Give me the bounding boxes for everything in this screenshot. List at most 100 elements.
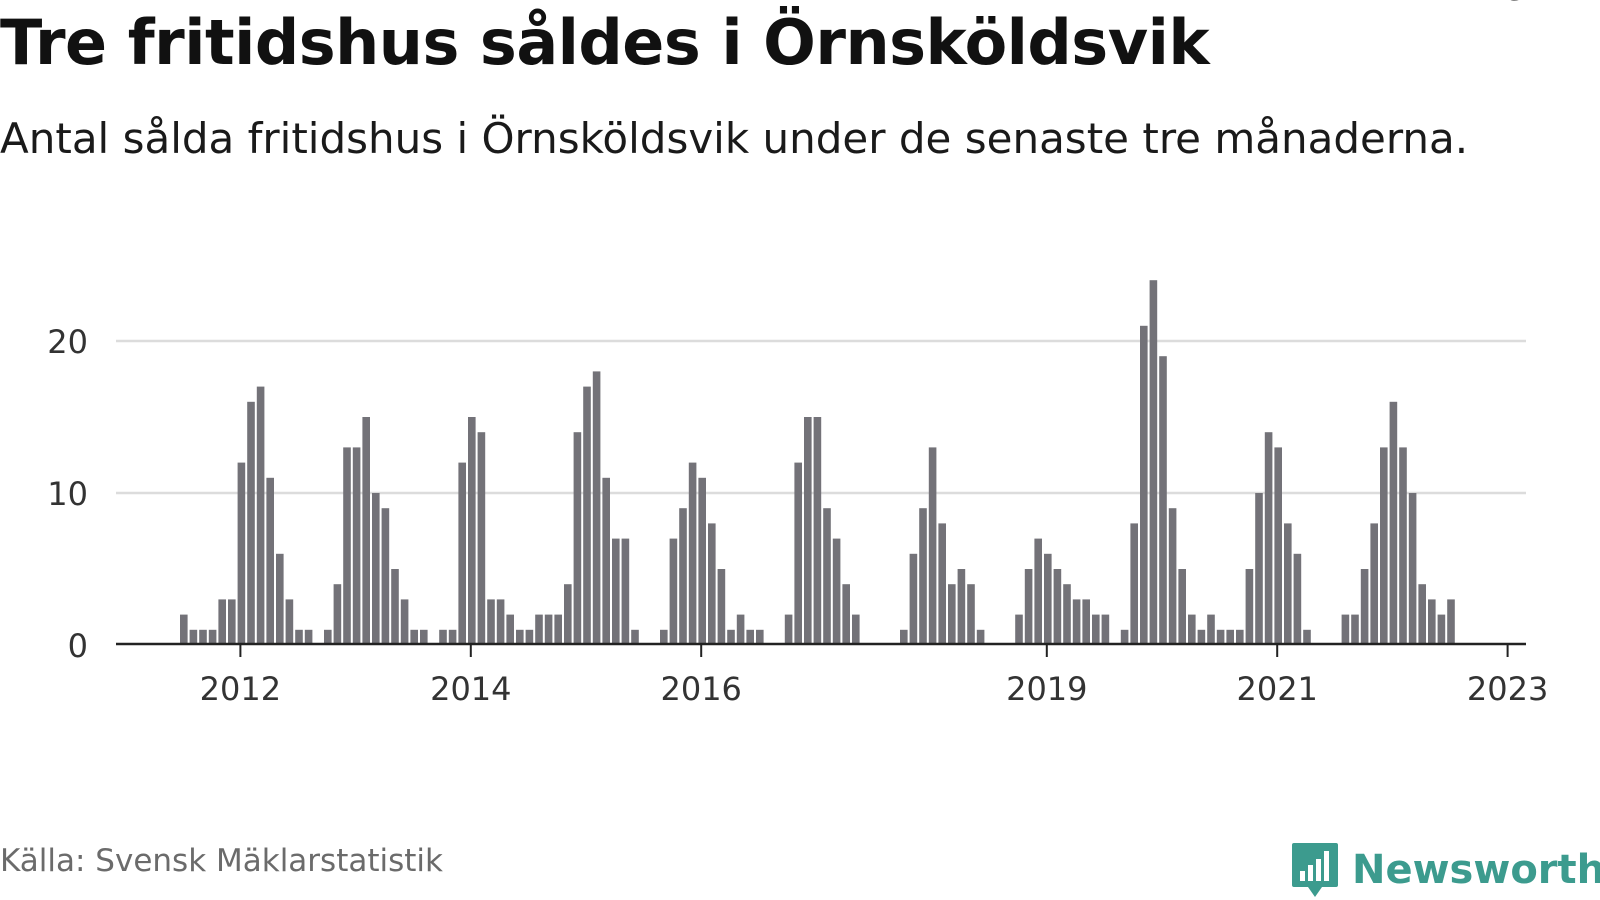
bar bbox=[1293, 553, 1302, 645]
bar bbox=[1024, 569, 1033, 645]
bar bbox=[1188, 614, 1196, 645]
bar bbox=[477, 432, 486, 645]
bar bbox=[612, 538, 620, 645]
bar bbox=[218, 599, 226, 645]
bar bbox=[1408, 493, 1417, 645]
bar bbox=[1101, 614, 1110, 645]
bar bbox=[189, 629, 198, 645]
y-tick-label: 10 bbox=[47, 475, 88, 513]
bar bbox=[736, 614, 745, 645]
bar bbox=[621, 538, 630, 645]
bar bbox=[333, 584, 342, 645]
bar bbox=[794, 462, 802, 645]
bar bbox=[669, 538, 678, 645]
bar bbox=[487, 599, 495, 645]
bar bbox=[909, 553, 918, 645]
bar bbox=[967, 584, 975, 645]
bar bbox=[391, 569, 399, 645]
bar bbox=[784, 614, 793, 645]
bar bbox=[842, 584, 850, 645]
bar bbox=[208, 629, 217, 645]
bar bbox=[1082, 599, 1090, 645]
bar bbox=[1226, 629, 1234, 645]
x-tick-label: 2023 bbox=[1467, 670, 1548, 708]
bar bbox=[266, 477, 274, 645]
bar bbox=[832, 538, 841, 645]
bar bbox=[1264, 432, 1273, 645]
bar bbox=[1072, 599, 1081, 645]
bar bbox=[976, 629, 985, 645]
bar bbox=[362, 417, 370, 645]
bar bbox=[1120, 629, 1129, 645]
bar bbox=[727, 629, 735, 645]
bar bbox=[688, 462, 697, 645]
bar bbox=[1130, 523, 1138, 645]
bar bbox=[544, 614, 553, 645]
bar bbox=[1360, 569, 1369, 645]
bar bbox=[746, 629, 754, 645]
x-tick-label: 2014 bbox=[430, 670, 511, 708]
bar bbox=[1255, 493, 1263, 645]
bar bbox=[199, 629, 207, 645]
bar bbox=[554, 614, 562, 645]
bar bbox=[573, 432, 582, 645]
bar bbox=[228, 599, 236, 645]
bar bbox=[1216, 629, 1225, 645]
bar bbox=[823, 508, 831, 645]
bar bbox=[1351, 614, 1359, 645]
bar bbox=[304, 629, 313, 645]
bar bbox=[247, 401, 255, 645]
bar bbox=[1380, 447, 1388, 645]
bar bbox=[1274, 447, 1282, 645]
bar bbox=[1015, 614, 1023, 645]
newsworthy-logo[interactable]: Newsworthy bbox=[1290, 840, 1600, 900]
bar bbox=[180, 614, 188, 645]
bar bbox=[496, 599, 505, 645]
bar bbox=[448, 629, 457, 645]
bar-chart-speech-bubble-icon bbox=[1292, 843, 1338, 897]
bar bbox=[1447, 599, 1455, 645]
bar-annotation: 3 bbox=[1505, 0, 1527, 9]
bar bbox=[660, 629, 668, 645]
x-tick-label: 2019 bbox=[1006, 670, 1087, 708]
bar bbox=[352, 447, 361, 645]
bar bbox=[1437, 614, 1446, 645]
bar bbox=[1197, 629, 1206, 645]
bar bbox=[516, 629, 524, 645]
bar bbox=[285, 599, 294, 645]
bar bbox=[276, 553, 284, 645]
bar bbox=[602, 477, 610, 645]
bar bbox=[708, 523, 716, 645]
bar bbox=[1140, 325, 1148, 645]
bar bbox=[813, 417, 822, 645]
bar bbox=[506, 614, 514, 645]
bar bbox=[535, 614, 543, 645]
bar bbox=[948, 584, 956, 645]
bar bbox=[698, 477, 706, 645]
bar bbox=[1236, 629, 1244, 645]
bar bbox=[756, 629, 764, 645]
bar bbox=[1044, 553, 1052, 645]
bar bbox=[900, 629, 908, 645]
bar bbox=[928, 447, 937, 645]
bar bbox=[583, 386, 591, 645]
bar bbox=[852, 614, 860, 645]
y-tick-label: 0 bbox=[68, 627, 88, 665]
source-note: Källa: Svensk Mäklarstatistik bbox=[0, 843, 443, 879]
bar bbox=[1341, 614, 1350, 645]
bar bbox=[400, 599, 409, 645]
bar bbox=[372, 493, 380, 645]
bar bbox=[1178, 569, 1186, 645]
bar bbox=[1092, 614, 1100, 645]
bar bbox=[592, 371, 601, 645]
bar bbox=[1418, 584, 1426, 645]
bar bbox=[1370, 523, 1378, 645]
chart-subtitle: Antal sålda fritidshus i Örnsköldsvik un… bbox=[0, 114, 1469, 163]
bar bbox=[468, 417, 476, 645]
bar bbox=[938, 523, 946, 645]
bar bbox=[439, 629, 447, 645]
bar bbox=[324, 629, 332, 645]
bar bbox=[1207, 614, 1215, 645]
bar bbox=[295, 629, 303, 645]
